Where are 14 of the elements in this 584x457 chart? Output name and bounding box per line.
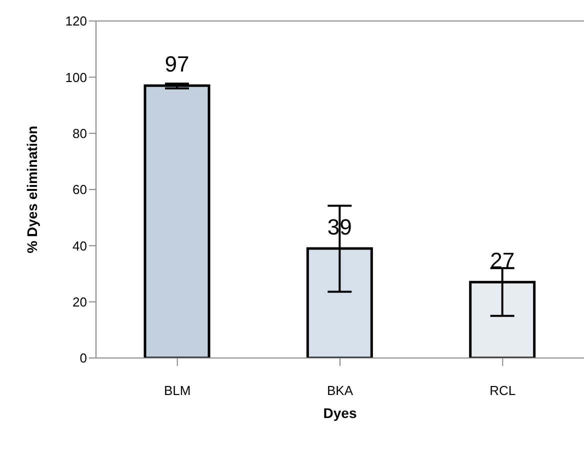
x-tick-label: RCL	[490, 383, 516, 398]
x-tick-label: BLM	[164, 383, 191, 398]
x-axis-title: Dyes	[323, 405, 357, 421]
data-label: 97	[164, 52, 190, 77]
y-tick-label: 120	[65, 14, 87, 29]
y-axis-title: % Dyes elimination	[24, 126, 40, 254]
y-tick-label: 40	[72, 238, 87, 254]
y-tick-label: 60	[72, 182, 87, 198]
bar	[144, 84, 210, 358]
y-tick-label: 0	[80, 350, 87, 366]
x-tick-label: BKA	[326, 383, 354, 398]
y-tick-label: 20	[72, 294, 87, 310]
y-tick-label: 100	[65, 70, 87, 85]
y-tick-label: 80	[72, 126, 87, 141]
